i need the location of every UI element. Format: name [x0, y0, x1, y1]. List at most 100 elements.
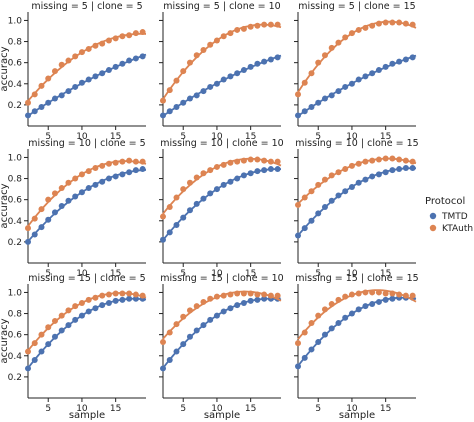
x-axis-label: sample: [339, 410, 375, 421]
data-point: [396, 156, 403, 163]
data-point: [234, 290, 241, 297]
data-point: [173, 104, 180, 110]
data-point: [295, 363, 301, 370]
data-point: [267, 166, 274, 173]
y-tick-label: 0.2: [8, 101, 22, 111]
y-tick-label: 0.4: [8, 80, 23, 90]
data-point: [315, 59, 322, 66]
data-point: [38, 206, 45, 213]
data-point: [396, 291, 403, 298]
data-point: [261, 167, 268, 174]
series-fit-line: [27, 53, 147, 117]
legend-label: TMTD: [441, 212, 468, 222]
data-point: [321, 176, 328, 183]
data-point: [396, 166, 403, 173]
data-point: [38, 331, 45, 338]
data-point: [315, 312, 322, 319]
data-point: [267, 21, 274, 28]
data-point: [92, 181, 99, 188]
data-point: [105, 160, 112, 167]
data-point: [375, 289, 382, 296]
data-point: [78, 79, 85, 86]
data-point: [335, 169, 342, 176]
data-point: [295, 201, 301, 208]
data-point: [72, 53, 79, 60]
data-point: [180, 313, 187, 320]
panel-title: missing = 15 | clone = 5: [28, 273, 145, 284]
data-point: [92, 294, 99, 301]
data-point: [160, 97, 166, 104]
data-point: [180, 99, 187, 106]
data-point: [362, 158, 369, 165]
data-point: [38, 224, 45, 231]
x-tick-label: 15: [110, 404, 121, 414]
data-point: [78, 171, 85, 178]
data-point: [382, 290, 389, 297]
data-point: [315, 210, 322, 217]
data-point: [78, 189, 85, 196]
facet-panel: 5 10 15 missing = 5 | clone = 10: [159, 1, 282, 142]
x-tick-label: 15: [380, 404, 391, 414]
x-tick-label: 5: [315, 404, 321, 414]
data-point: [362, 73, 369, 80]
x-tick-label: 5: [45, 404, 51, 414]
data-point: [389, 295, 396, 302]
data-point: [369, 173, 376, 180]
data-point: [240, 67, 247, 74]
data-point: [99, 178, 106, 185]
data-point: [51, 209, 58, 216]
data-point: [240, 290, 247, 297]
data-point: [254, 291, 261, 298]
facet-panel: 0.2 0.4 0.6 0.8 1.0 5 10 15 missing = 5 | clone …: [8, 1, 147, 142]
data-point: [160, 236, 166, 243]
data-point: [355, 26, 362, 33]
data-point: [85, 308, 92, 315]
x-tick-label: 5: [315, 132, 321, 142]
data-point: [409, 165, 416, 171]
x-tick-label: 5: [180, 404, 186, 414]
data-point: [301, 194, 308, 201]
data-point: [166, 108, 173, 115]
data-point: [321, 306, 328, 313]
data-point: [126, 290, 133, 297]
data-point: [402, 165, 409, 171]
data-point: [51, 68, 58, 75]
data-point: [321, 52, 328, 59]
y-tick-label: 0.6: [8, 196, 23, 206]
data-point: [213, 80, 220, 87]
y-axis-label: accuracy: [0, 183, 10, 228]
data-point: [315, 181, 322, 188]
data-point: [132, 167, 139, 174]
data-point: [254, 22, 261, 29]
data-point: [355, 160, 362, 167]
y-axis-label: accuracy: [0, 46, 10, 91]
x-tick-label: 10: [211, 269, 223, 279]
facet-panel: 5 10 15 missing = 5 | clone = 15: [294, 1, 417, 142]
data-point: [112, 290, 119, 297]
data-point: [220, 33, 227, 40]
data-point: [369, 289, 376, 296]
data-point: [274, 21, 281, 28]
data-point: [112, 297, 119, 304]
data-point: [389, 19, 396, 26]
facet-panel: 0.2 0.4 0.6 0.8 1.0 5 10 15 missing = 15 | clone…: [8, 273, 147, 414]
data-point: [295, 340, 301, 347]
data-point: [92, 73, 99, 80]
y-tick-label: 0.8: [8, 38, 23, 48]
x-tick-label: 15: [110, 132, 121, 142]
data-point: [132, 291, 139, 298]
data-point: [247, 290, 254, 297]
data-point: [65, 57, 72, 64]
data-point: [72, 175, 79, 182]
data-point: [254, 296, 261, 303]
data-point: [274, 292, 281, 299]
data-point: [348, 310, 355, 317]
data-point: [166, 87, 173, 94]
data-point: [193, 174, 200, 181]
y-tick-label: 1.0: [8, 16, 23, 26]
data-point: [78, 312, 85, 319]
data-point: [321, 331, 328, 338]
data-point: [213, 37, 220, 44]
data-point: [139, 292, 146, 299]
data-point: [193, 327, 200, 334]
